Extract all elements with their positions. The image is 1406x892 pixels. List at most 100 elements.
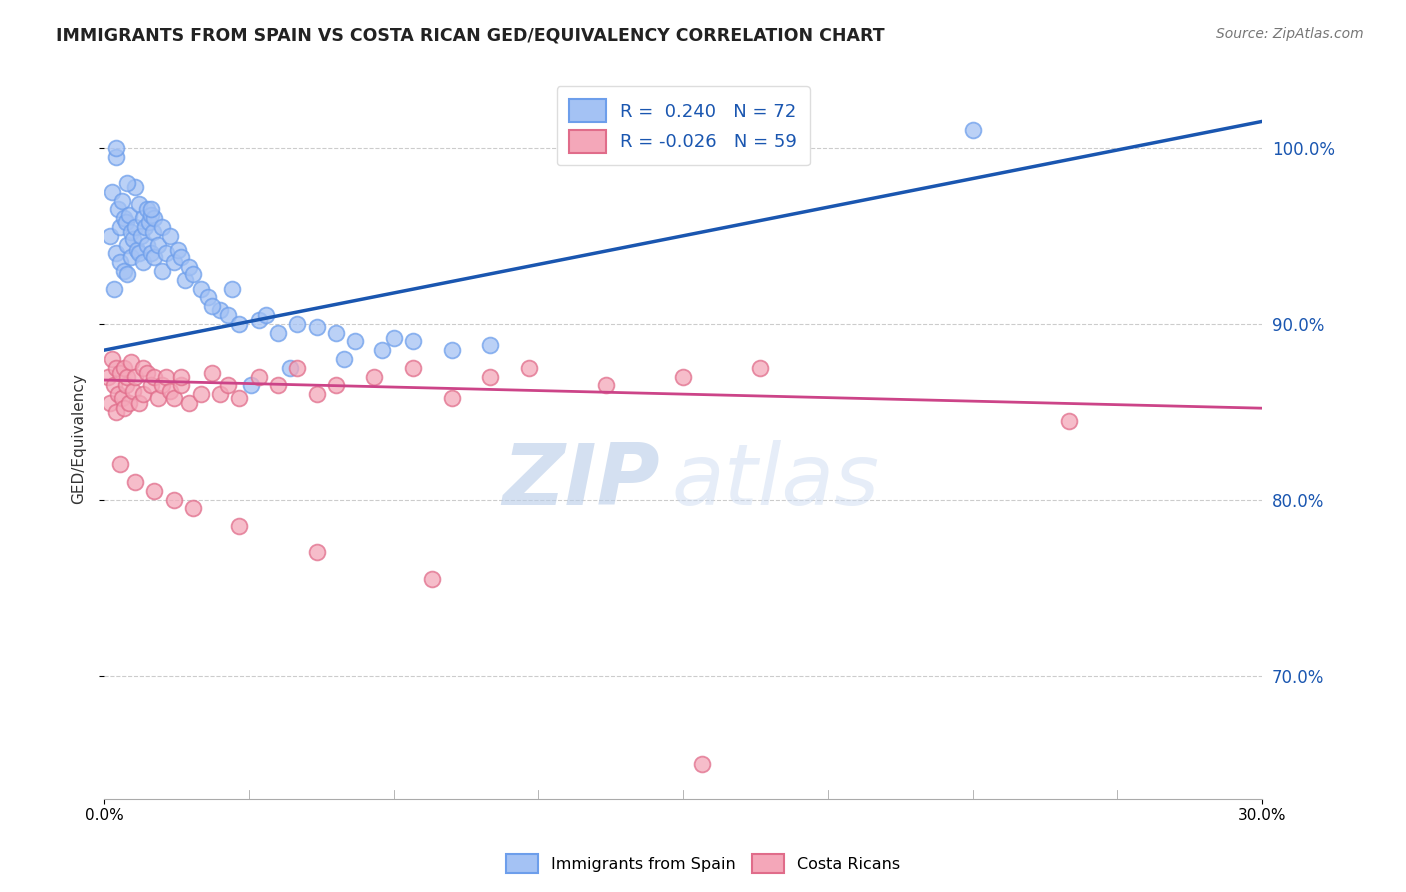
Legend: Immigrants from Spain, Costa Ricans: Immigrants from Spain, Costa Ricans <box>501 847 905 880</box>
Point <box>101 185 124 199</box>
Point <box>120 250 142 264</box>
Point <box>305 545 328 559</box>
Point <box>127 243 149 257</box>
Point <box>124 369 146 384</box>
Point <box>108 255 131 269</box>
Point <box>97 369 120 384</box>
Point <box>363 369 385 384</box>
Point <box>135 366 157 380</box>
Point <box>190 387 212 401</box>
Text: Source: ZipAtlas.com: Source: ZipAtlas.com <box>1216 27 1364 41</box>
Point <box>197 290 219 304</box>
Point <box>122 232 145 246</box>
Point <box>479 338 502 352</box>
Point <box>217 308 239 322</box>
Point <box>148 391 170 405</box>
Point <box>402 360 425 375</box>
Point <box>420 572 443 586</box>
Point <box>181 501 204 516</box>
Point <box>440 343 463 358</box>
Point <box>440 391 463 405</box>
Point <box>108 219 131 234</box>
Point <box>150 219 173 234</box>
Point <box>104 141 127 155</box>
Point <box>228 519 250 533</box>
Point <box>305 387 328 401</box>
Point <box>267 326 290 340</box>
Legend: R =  0.240   N = 72, R = -0.026   N = 59: R = 0.240 N = 72, R = -0.026 N = 59 <box>557 87 810 165</box>
Point <box>117 369 139 384</box>
Point <box>111 391 134 405</box>
Point <box>117 268 139 282</box>
Point <box>190 281 212 295</box>
Point <box>143 211 166 226</box>
Point <box>371 343 394 358</box>
Point <box>179 396 201 410</box>
Point <box>163 255 186 269</box>
Point <box>285 317 308 331</box>
Point <box>150 264 173 278</box>
Point <box>517 360 540 375</box>
Point <box>155 369 177 384</box>
Point <box>103 378 125 392</box>
Point <box>209 387 232 401</box>
Point <box>128 197 150 211</box>
Point <box>692 756 714 771</box>
Point <box>98 228 121 243</box>
Point <box>129 228 152 243</box>
Point <box>120 225 142 239</box>
Point <box>247 313 270 327</box>
Point <box>98 396 121 410</box>
Point <box>104 150 127 164</box>
Point <box>402 334 425 349</box>
Point <box>112 211 135 226</box>
Point <box>139 246 162 260</box>
Point <box>595 378 617 392</box>
Y-axis label: GED/Equivalency: GED/Equivalency <box>72 373 86 504</box>
Point <box>118 396 141 410</box>
Point <box>382 331 405 345</box>
Point <box>179 260 201 275</box>
Point <box>285 360 308 375</box>
Point <box>170 250 193 264</box>
Point <box>134 219 156 234</box>
Point <box>112 401 135 416</box>
Point <box>344 334 367 349</box>
Point <box>104 405 127 419</box>
Point <box>124 475 146 489</box>
Point <box>305 320 328 334</box>
Point <box>201 366 224 380</box>
Point <box>118 208 141 222</box>
Point <box>170 369 193 384</box>
Point <box>143 483 166 498</box>
Point <box>104 360 127 375</box>
Point <box>104 246 127 260</box>
Point <box>174 273 197 287</box>
Point <box>672 369 695 384</box>
Point <box>228 391 250 405</box>
Point <box>111 194 134 208</box>
Point <box>170 378 193 392</box>
Point <box>114 378 136 392</box>
Point <box>132 211 155 226</box>
Point <box>117 176 139 190</box>
Point <box>221 281 243 295</box>
Point <box>135 202 157 217</box>
Text: atlas: atlas <box>672 440 880 523</box>
Point <box>150 378 173 392</box>
Point <box>103 281 125 295</box>
Point <box>247 369 270 384</box>
Point <box>143 369 166 384</box>
Point <box>139 378 162 392</box>
Point <box>132 255 155 269</box>
Point <box>962 123 984 137</box>
Point <box>278 360 301 375</box>
Point <box>120 355 142 369</box>
Point <box>332 351 354 366</box>
Point <box>163 492 186 507</box>
Point <box>749 360 772 375</box>
Point <box>254 308 277 322</box>
Point <box>128 396 150 410</box>
Point <box>139 208 162 222</box>
Point <box>101 351 124 366</box>
